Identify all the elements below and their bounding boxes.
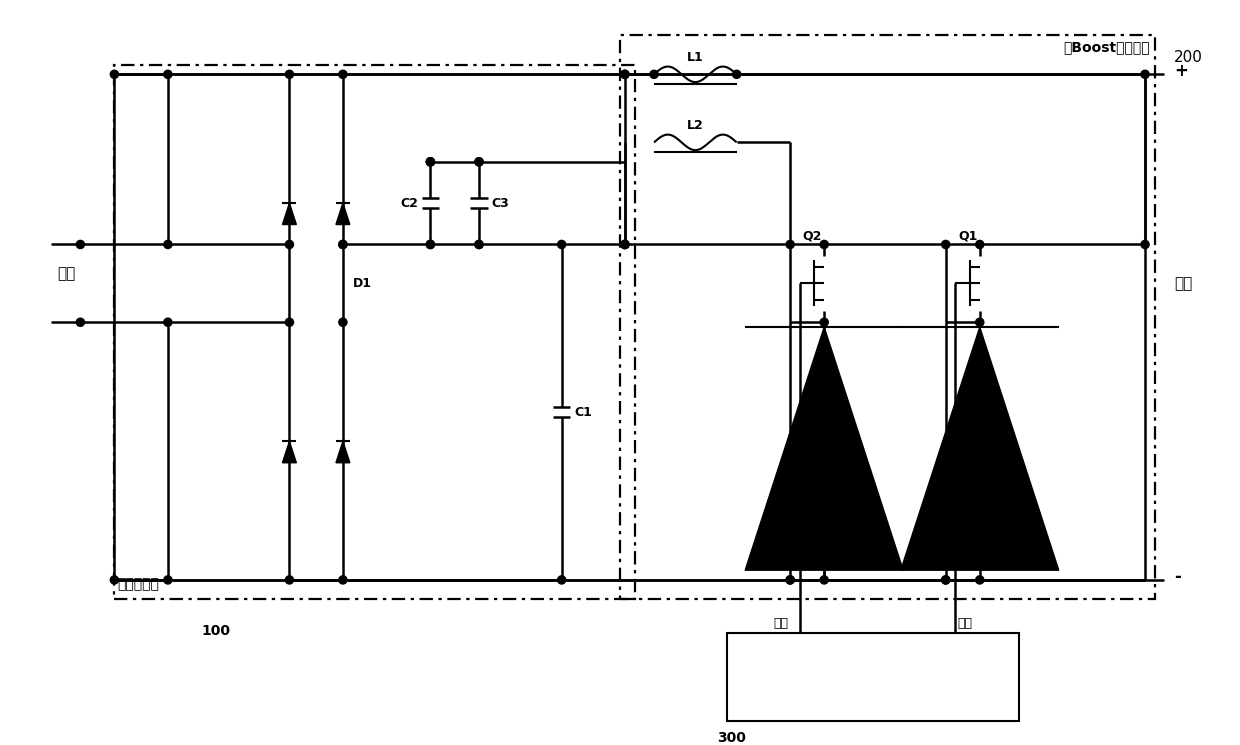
Text: 输出: 输出 bbox=[1174, 276, 1193, 291]
Circle shape bbox=[820, 241, 828, 249]
Circle shape bbox=[285, 241, 294, 249]
Circle shape bbox=[427, 158, 434, 166]
Circle shape bbox=[110, 576, 119, 584]
Text: Q1: Q1 bbox=[959, 229, 977, 243]
Text: 200: 200 bbox=[1174, 50, 1203, 65]
Circle shape bbox=[558, 576, 565, 584]
Circle shape bbox=[621, 70, 629, 78]
Text: 双Boost转换电路: 双Boost转换电路 bbox=[1063, 40, 1149, 54]
Circle shape bbox=[339, 576, 347, 584]
Circle shape bbox=[976, 318, 983, 326]
Circle shape bbox=[339, 70, 347, 78]
Circle shape bbox=[976, 576, 983, 584]
Circle shape bbox=[941, 576, 950, 584]
Polygon shape bbox=[336, 203, 350, 224]
Circle shape bbox=[110, 70, 119, 78]
FancyBboxPatch shape bbox=[727, 633, 1018, 721]
Circle shape bbox=[621, 241, 629, 249]
Polygon shape bbox=[900, 327, 1059, 570]
Circle shape bbox=[164, 70, 172, 78]
Text: 驱动: 驱动 bbox=[773, 618, 787, 630]
Circle shape bbox=[650, 70, 658, 78]
Text: 输入: 输入 bbox=[57, 266, 76, 281]
Circle shape bbox=[621, 70, 629, 78]
Circle shape bbox=[164, 318, 172, 326]
Text: D1: D1 bbox=[352, 277, 372, 290]
Circle shape bbox=[427, 158, 434, 166]
Polygon shape bbox=[283, 441, 296, 463]
Text: D2: D2 bbox=[987, 442, 1007, 455]
Circle shape bbox=[339, 241, 347, 249]
Circle shape bbox=[475, 241, 484, 249]
Text: C2: C2 bbox=[399, 197, 418, 209]
Circle shape bbox=[1141, 70, 1149, 78]
Circle shape bbox=[475, 158, 484, 166]
Circle shape bbox=[733, 70, 740, 78]
Text: C1: C1 bbox=[574, 406, 593, 419]
Circle shape bbox=[427, 158, 434, 166]
Text: 300: 300 bbox=[717, 731, 746, 744]
Text: Q2: Q2 bbox=[802, 229, 822, 243]
Text: 100: 100 bbox=[202, 624, 231, 638]
Text: D3: D3 bbox=[832, 442, 851, 455]
Circle shape bbox=[475, 241, 484, 249]
Circle shape bbox=[820, 318, 828, 326]
Circle shape bbox=[1141, 241, 1149, 249]
Polygon shape bbox=[818, 434, 831, 454]
Circle shape bbox=[285, 318, 294, 326]
Text: L2: L2 bbox=[687, 118, 704, 132]
Text: C3: C3 bbox=[491, 197, 510, 209]
Text: 反馈控制: 反馈控制 bbox=[856, 662, 889, 676]
Text: 三整流电路: 三整流电路 bbox=[118, 577, 159, 592]
Circle shape bbox=[475, 158, 484, 166]
Circle shape bbox=[77, 318, 84, 326]
Circle shape bbox=[786, 241, 795, 249]
Polygon shape bbox=[745, 327, 903, 570]
Circle shape bbox=[285, 576, 294, 584]
Circle shape bbox=[339, 241, 347, 249]
Circle shape bbox=[786, 576, 795, 584]
Circle shape bbox=[621, 241, 629, 249]
Circle shape bbox=[820, 576, 828, 584]
Circle shape bbox=[285, 70, 294, 78]
Circle shape bbox=[427, 241, 434, 249]
Circle shape bbox=[164, 576, 172, 584]
Circle shape bbox=[941, 241, 950, 249]
Circle shape bbox=[77, 241, 84, 249]
Circle shape bbox=[976, 241, 983, 249]
Polygon shape bbox=[336, 441, 350, 463]
Circle shape bbox=[941, 576, 950, 584]
Circle shape bbox=[164, 241, 172, 249]
Text: L1: L1 bbox=[687, 51, 704, 63]
Text: 驱动: 驱动 bbox=[957, 618, 972, 630]
Circle shape bbox=[339, 318, 347, 326]
Circle shape bbox=[427, 241, 434, 249]
Text: 驱动单元: 驱动单元 bbox=[856, 685, 889, 699]
Polygon shape bbox=[283, 203, 296, 224]
Text: -: - bbox=[1174, 568, 1180, 586]
Circle shape bbox=[621, 241, 629, 249]
Circle shape bbox=[786, 576, 795, 584]
Text: +: + bbox=[1174, 63, 1188, 80]
Circle shape bbox=[558, 241, 565, 249]
